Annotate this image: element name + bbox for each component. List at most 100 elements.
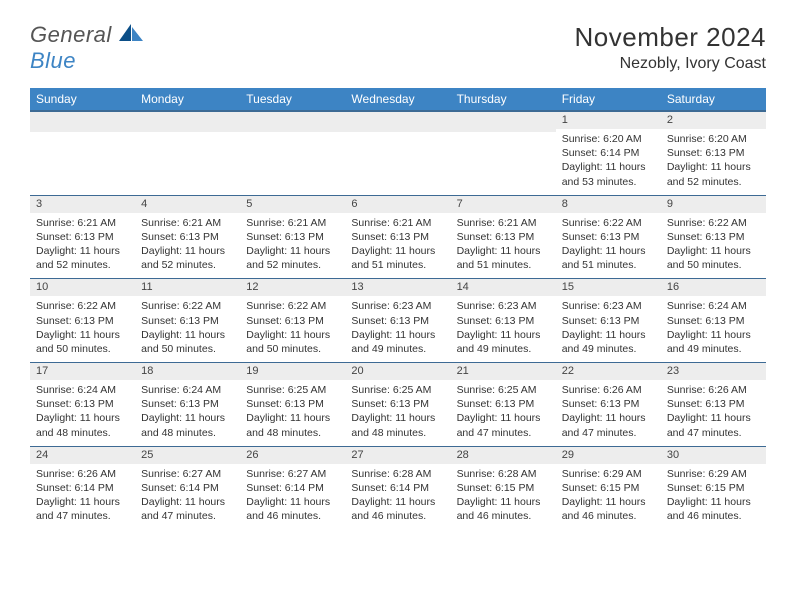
calendar-cell: 25Sunrise: 6:27 AMSunset: 6:14 PMDayligh… [135,446,240,529]
calendar-cell: 1Sunrise: 6:20 AMSunset: 6:14 PMDaylight… [556,111,661,195]
day-info: Sunrise: 6:20 AMSunset: 6:13 PMDaylight:… [661,129,766,195]
calendar-cell: 18Sunrise: 6:24 AMSunset: 6:13 PMDayligh… [135,363,240,447]
day-info: Sunrise: 6:22 AMSunset: 6:13 PMDaylight:… [30,296,135,362]
calendar-cell: 20Sunrise: 6:25 AMSunset: 6:13 PMDayligh… [345,363,450,447]
day-info: Sunrise: 6:24 AMSunset: 6:13 PMDaylight:… [661,296,766,362]
day-number: 8 [556,196,661,213]
col-header: Sunday [30,88,135,111]
calendar-page: General Blue November 2024 Nezobly, Ivor… [0,0,792,551]
day-info: Sunrise: 6:28 AMSunset: 6:14 PMDaylight:… [345,464,450,530]
day-number: 25 [135,447,240,464]
day-info: Sunrise: 6:21 AMSunset: 6:13 PMDaylight:… [240,213,345,279]
day-number: 2 [661,112,766,129]
day-number: 20 [345,363,450,380]
day-info: Sunrise: 6:22 AMSunset: 6:13 PMDaylight:… [135,296,240,362]
day-info: Sunrise: 6:29 AMSunset: 6:15 PMDaylight:… [661,464,766,530]
calendar-cell: 16Sunrise: 6:24 AMSunset: 6:13 PMDayligh… [661,279,766,363]
day-number: 6 [345,196,450,213]
day-info: Sunrise: 6:28 AMSunset: 6:15 PMDaylight:… [451,464,556,530]
day-number: 9 [661,196,766,213]
day-number: 22 [556,363,661,380]
day-number: 19 [240,363,345,380]
day-info: Sunrise: 6:25 AMSunset: 6:13 PMDaylight:… [451,380,556,446]
calendar-cell: 14Sunrise: 6:23 AMSunset: 6:13 PMDayligh… [451,279,556,363]
day-info: Sunrise: 6:21 AMSunset: 6:13 PMDaylight:… [135,213,240,279]
day-info: Sunrise: 6:20 AMSunset: 6:14 PMDaylight:… [556,129,661,195]
day-number: 16 [661,279,766,296]
day-number: 17 [30,363,135,380]
calendar-cell: 2Sunrise: 6:20 AMSunset: 6:13 PMDaylight… [661,111,766,195]
day-number: 10 [30,279,135,296]
location: Nezobly, Ivory Coast [575,55,767,73]
calendar-cell: 8Sunrise: 6:22 AMSunset: 6:13 PMDaylight… [556,195,661,279]
calendar-row: 1Sunrise: 6:20 AMSunset: 6:14 PMDaylight… [30,111,766,195]
calendar-cell: 21Sunrise: 6:25 AMSunset: 6:13 PMDayligh… [451,363,556,447]
header-row: General Blue November 2024 Nezobly, Ivor… [30,22,766,74]
day-info: Sunrise: 6:23 AMSunset: 6:13 PMDaylight:… [556,296,661,362]
day-number [451,112,556,132]
day-info [451,132,556,189]
calendar-cell: 17Sunrise: 6:24 AMSunset: 6:13 PMDayligh… [30,363,135,447]
calendar-cell: 9Sunrise: 6:22 AMSunset: 6:13 PMDaylight… [661,195,766,279]
calendar-cell: 24Sunrise: 6:26 AMSunset: 6:14 PMDayligh… [30,446,135,529]
day-number: 1 [556,112,661,129]
day-number: 30 [661,447,766,464]
day-number: 14 [451,279,556,296]
day-info [30,132,135,189]
day-number: 3 [30,196,135,213]
day-info: Sunrise: 6:21 AMSunset: 6:13 PMDaylight:… [451,213,556,279]
calendar-cell: 11Sunrise: 6:22 AMSunset: 6:13 PMDayligh… [135,279,240,363]
day-number [135,112,240,132]
day-info: Sunrise: 6:27 AMSunset: 6:14 PMDaylight:… [240,464,345,530]
col-header: Saturday [661,88,766,111]
day-info: Sunrise: 6:23 AMSunset: 6:13 PMDaylight:… [345,296,450,362]
logo-word-1: General [30,22,112,47]
calendar-cell: 23Sunrise: 6:26 AMSunset: 6:13 PMDayligh… [661,363,766,447]
day-number: 13 [345,279,450,296]
calendar-cell: 12Sunrise: 6:22 AMSunset: 6:13 PMDayligh… [240,279,345,363]
day-info: Sunrise: 6:21 AMSunset: 6:13 PMDaylight:… [345,213,450,279]
day-info: Sunrise: 6:22 AMSunset: 6:13 PMDaylight:… [556,213,661,279]
day-info: Sunrise: 6:25 AMSunset: 6:13 PMDaylight:… [240,380,345,446]
day-number: 29 [556,447,661,464]
calendar-cell: 29Sunrise: 6:29 AMSunset: 6:15 PMDayligh… [556,446,661,529]
day-info: Sunrise: 6:26 AMSunset: 6:14 PMDaylight:… [30,464,135,530]
calendar-cell: 6Sunrise: 6:21 AMSunset: 6:13 PMDaylight… [345,195,450,279]
calendar-row: 24Sunrise: 6:26 AMSunset: 6:14 PMDayligh… [30,446,766,529]
calendar-cell: 3Sunrise: 6:21 AMSunset: 6:13 PMDaylight… [30,195,135,279]
title-block: November 2024 Nezobly, Ivory Coast [575,22,767,73]
day-info: Sunrise: 6:23 AMSunset: 6:13 PMDaylight:… [451,296,556,362]
logo-text: General Blue [30,22,145,74]
day-info [240,132,345,189]
day-number [345,112,450,132]
calendar-thead: SundayMondayTuesdayWednesdayThursdayFrid… [30,88,766,111]
month-title: November 2024 [575,22,767,53]
day-number: 18 [135,363,240,380]
col-header: Monday [135,88,240,111]
calendar-cell: 7Sunrise: 6:21 AMSunset: 6:13 PMDaylight… [451,195,556,279]
day-number: 23 [661,363,766,380]
calendar-table: SundayMondayTuesdayWednesdayThursdayFrid… [30,88,766,529]
calendar-row: 3Sunrise: 6:21 AMSunset: 6:13 PMDaylight… [30,195,766,279]
day-number: 15 [556,279,661,296]
day-number: 26 [240,447,345,464]
day-number [30,112,135,132]
calendar-cell: 28Sunrise: 6:28 AMSunset: 6:15 PMDayligh… [451,446,556,529]
calendar-cell: 30Sunrise: 6:29 AMSunset: 6:15 PMDayligh… [661,446,766,529]
day-number: 27 [345,447,450,464]
calendar-cell: 26Sunrise: 6:27 AMSunset: 6:14 PMDayligh… [240,446,345,529]
calendar-cell: 15Sunrise: 6:23 AMSunset: 6:13 PMDayligh… [556,279,661,363]
day-number: 28 [451,447,556,464]
day-number: 7 [451,196,556,213]
calendar-cell [451,111,556,195]
calendar-cell: 27Sunrise: 6:28 AMSunset: 6:14 PMDayligh… [345,446,450,529]
calendar-cell: 22Sunrise: 6:26 AMSunset: 6:13 PMDayligh… [556,363,661,447]
day-info [345,132,450,189]
calendar-cell: 10Sunrise: 6:22 AMSunset: 6:13 PMDayligh… [30,279,135,363]
day-number: 5 [240,196,345,213]
calendar-cell [135,111,240,195]
calendar-cell [240,111,345,195]
calendar-body: 1Sunrise: 6:20 AMSunset: 6:14 PMDaylight… [30,111,766,529]
day-info: Sunrise: 6:26 AMSunset: 6:13 PMDaylight:… [556,380,661,446]
calendar-row: 17Sunrise: 6:24 AMSunset: 6:13 PMDayligh… [30,363,766,447]
